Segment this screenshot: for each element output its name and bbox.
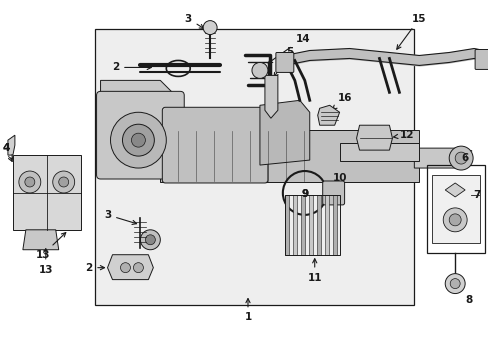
- Polygon shape: [292, 195, 296, 255]
- Text: 1: 1: [244, 298, 251, 323]
- Circle shape: [442, 208, 466, 232]
- Text: 13: 13: [36, 233, 66, 260]
- Text: 12: 12: [393, 130, 414, 140]
- FancyBboxPatch shape: [275, 53, 293, 72]
- Circle shape: [140, 230, 160, 250]
- Circle shape: [203, 21, 217, 35]
- Text: 6: 6: [460, 150, 472, 165]
- Circle shape: [122, 124, 154, 156]
- Text: 4: 4: [2, 143, 12, 161]
- Circle shape: [53, 171, 75, 193]
- Text: 7: 7: [472, 190, 480, 200]
- FancyBboxPatch shape: [474, 50, 488, 69]
- Polygon shape: [94, 28, 413, 305]
- Text: 5: 5: [273, 48, 293, 77]
- Circle shape: [448, 146, 472, 170]
- Circle shape: [120, 263, 130, 273]
- Polygon shape: [316, 195, 320, 255]
- Text: 9: 9: [301, 189, 308, 199]
- Text: 8: 8: [457, 287, 472, 305]
- Text: 13: 13: [39, 249, 53, 275]
- FancyBboxPatch shape: [431, 175, 479, 243]
- Circle shape: [454, 152, 466, 164]
- Text: 16: 16: [332, 93, 351, 109]
- Text: 9: 9: [301, 189, 308, 199]
- Circle shape: [131, 133, 145, 147]
- FancyBboxPatch shape: [13, 155, 81, 230]
- Polygon shape: [285, 195, 288, 255]
- Polygon shape: [317, 105, 339, 125]
- FancyBboxPatch shape: [322, 181, 344, 205]
- Polygon shape: [107, 255, 153, 280]
- Text: 14: 14: [267, 33, 309, 63]
- Circle shape: [444, 274, 464, 293]
- Circle shape: [110, 112, 166, 168]
- Bar: [339, 143, 419, 161]
- Bar: [285, 195, 339, 255]
- Text: 2: 2: [112, 62, 151, 72]
- Circle shape: [25, 177, 35, 187]
- FancyBboxPatch shape: [96, 91, 184, 179]
- Circle shape: [251, 62, 267, 78]
- Bar: [427, 165, 484, 253]
- Circle shape: [59, 177, 68, 187]
- Polygon shape: [8, 135, 15, 155]
- Polygon shape: [300, 195, 304, 255]
- Polygon shape: [413, 148, 466, 168]
- Circle shape: [19, 171, 41, 193]
- Polygon shape: [264, 75, 277, 118]
- Circle shape: [145, 235, 155, 245]
- Polygon shape: [308, 195, 312, 255]
- Text: 2: 2: [85, 263, 104, 273]
- Text: 10: 10: [332, 173, 346, 186]
- Circle shape: [449, 279, 459, 289]
- Polygon shape: [23, 230, 59, 250]
- Polygon shape: [332, 195, 336, 255]
- Text: 6: 6: [460, 153, 468, 163]
- Text: 11: 11: [307, 259, 321, 283]
- Text: 3: 3: [184, 14, 203, 28]
- Text: 3: 3: [103, 210, 136, 224]
- Polygon shape: [444, 183, 464, 197]
- Polygon shape: [260, 100, 309, 165]
- Bar: [160, 130, 419, 182]
- FancyBboxPatch shape: [162, 107, 267, 183]
- Text: 15: 15: [396, 14, 426, 49]
- Polygon shape: [356, 125, 392, 150]
- Polygon shape: [101, 80, 175, 175]
- Text: 4: 4: [2, 143, 12, 159]
- Circle shape: [448, 214, 460, 226]
- Circle shape: [133, 263, 143, 273]
- Polygon shape: [324, 195, 328, 255]
